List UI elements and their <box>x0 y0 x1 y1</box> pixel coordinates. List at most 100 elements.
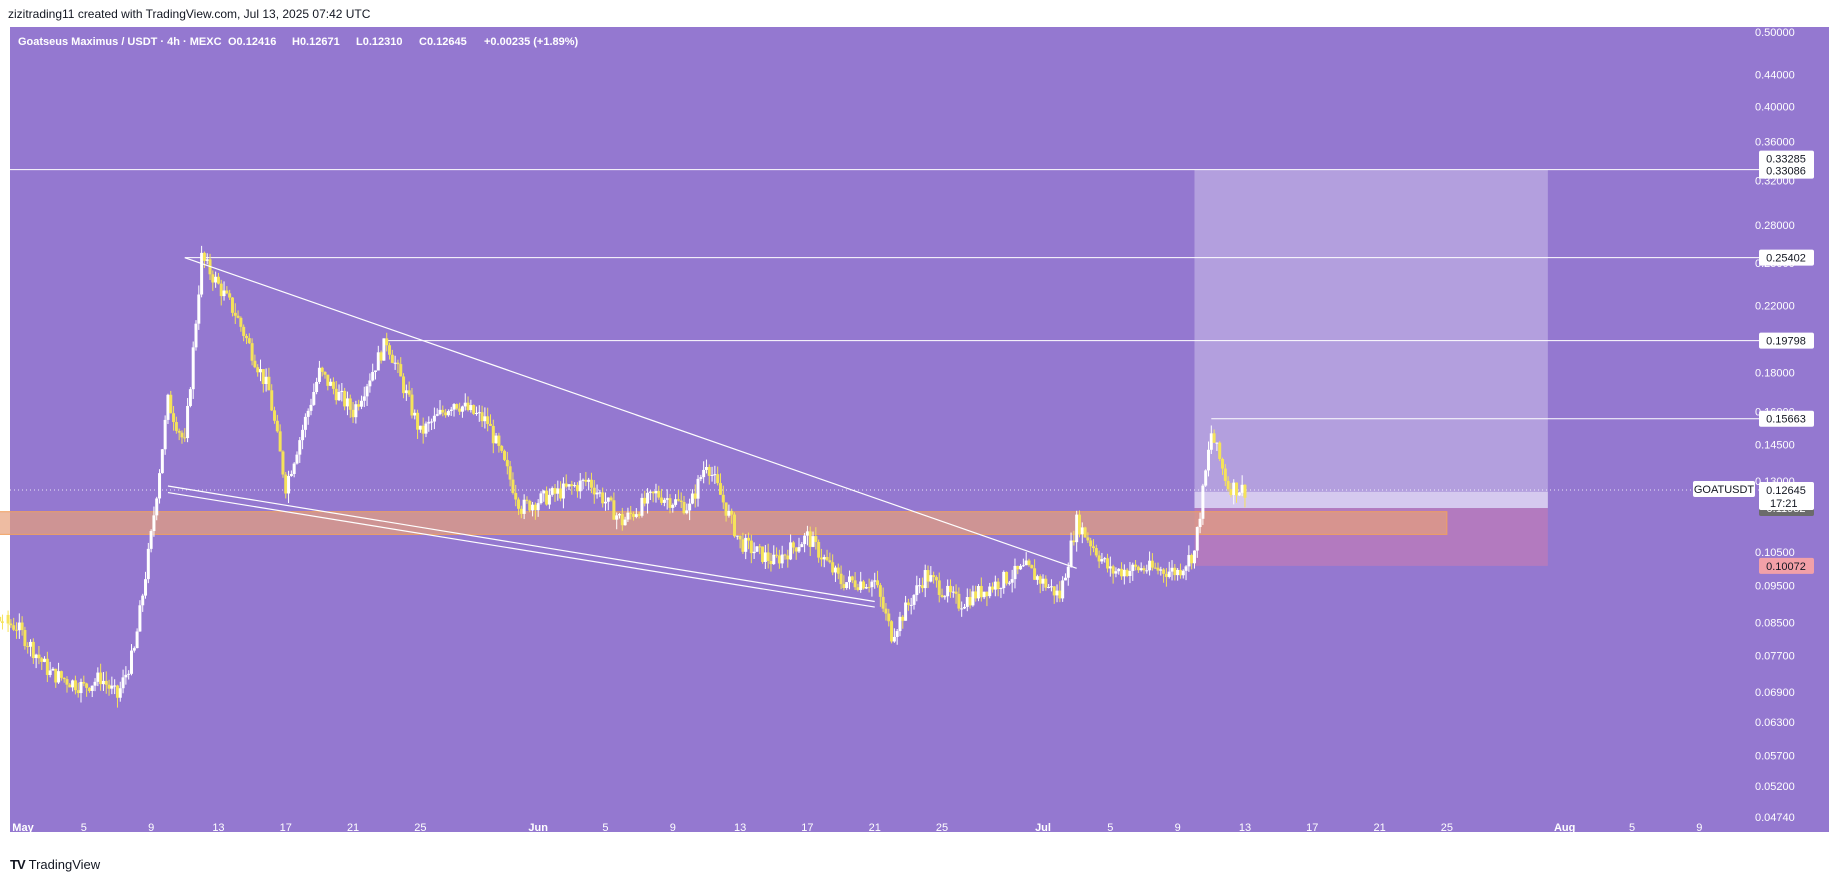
time-tick-label: Aug <box>1554 822 1575 834</box>
candle-body <box>1002 571 1006 589</box>
price-level-text: 0.19798 <box>1766 336 1806 348</box>
candle-body <box>906 602 910 606</box>
candle-body <box>528 500 532 511</box>
candle-body <box>825 557 829 561</box>
candle-body <box>124 674 128 678</box>
falling-wedge-lower-trendline[interactable] <box>167 485 875 603</box>
time-tick-label: 25 <box>1441 822 1453 834</box>
candle-body <box>1052 586 1056 596</box>
time-tick-label: 5 <box>81 822 87 834</box>
price-level-text: 0.25402 <box>1766 253 1806 265</box>
candle-body <box>962 606 966 609</box>
candle-body <box>474 413 478 415</box>
time-tick-label: 5 <box>1629 822 1635 834</box>
candle-body <box>264 376 268 385</box>
candle-body <box>1063 577 1067 581</box>
price-tick-label: 0.08500 <box>1755 617 1795 629</box>
candle-body <box>890 621 894 642</box>
candle-body <box>881 596 885 609</box>
candle-body <box>315 381 319 392</box>
candle-body <box>76 690 80 694</box>
candle-body <box>685 510 689 514</box>
candle-body <box>517 499 521 509</box>
candle-body <box>1083 527 1087 538</box>
tradingview-branding[interactable]: TV TradingView <box>10 857 100 872</box>
candle-body <box>54 668 58 683</box>
candle-body <box>1192 550 1196 564</box>
candle-body <box>1190 555 1194 564</box>
candle-body <box>948 585 952 593</box>
candle-body <box>146 548 150 580</box>
candle-body <box>974 591 978 599</box>
candle-body <box>1030 565 1034 569</box>
candle-body <box>483 416 487 422</box>
candle-body <box>396 362 400 365</box>
candle-body <box>144 579 148 596</box>
price-level-badge <box>1759 249 1814 266</box>
candle-body <box>808 531 812 547</box>
candle-body <box>632 514 636 517</box>
candle-body <box>721 494 725 503</box>
candle-body <box>404 390 408 394</box>
candle-body <box>152 515 156 532</box>
candle-body <box>1092 546 1095 549</box>
candle-body <box>244 335 248 339</box>
price-tick-label: 0.07700 <box>1755 650 1795 662</box>
candle-body <box>1016 565 1020 570</box>
candle-body <box>533 504 537 511</box>
candle-body <box>1148 560 1152 571</box>
candle-body <box>1156 567 1160 571</box>
candle-body <box>999 588 1003 590</box>
candle-body <box>587 479 591 482</box>
candle-body <box>228 293 232 298</box>
candle-body <box>211 274 215 283</box>
price-tick-label: 0.05700 <box>1755 751 1795 763</box>
candle-body <box>531 504 535 511</box>
candle-body <box>514 492 518 500</box>
candle-body <box>1044 578 1048 588</box>
candle-body <box>763 552 767 562</box>
candle-body <box>59 671 63 678</box>
falling-wedge-upper-trendline[interactable] <box>184 257 1077 569</box>
falling-wedge-lower-2-trendline[interactable] <box>167 491 875 608</box>
candle-body <box>374 370 377 372</box>
candle-body <box>822 557 826 560</box>
candle-body <box>556 488 560 494</box>
candle-body <box>1120 568 1124 577</box>
candle-body <box>73 680 77 691</box>
candle-body <box>954 591 958 594</box>
candle-body <box>940 594 944 597</box>
candle-body <box>477 412 481 414</box>
candle-body <box>505 459 509 467</box>
candle-body <box>236 315 240 318</box>
candle-body <box>329 381 333 386</box>
candle-body <box>416 412 420 430</box>
candle-body <box>222 290 226 297</box>
candle-body <box>1047 586 1051 588</box>
candle-body <box>418 425 422 430</box>
candle-body <box>615 515 619 520</box>
candle-body <box>326 374 330 386</box>
candle-body <box>141 595 145 606</box>
trendlines[interactable] <box>167 257 1077 608</box>
candle-body <box>592 487 596 495</box>
candle-body <box>662 499 666 503</box>
candle-body <box>657 490 661 498</box>
candle-body <box>1235 482 1239 496</box>
candle-body <box>929 575 933 582</box>
candle-body <box>57 671 61 683</box>
candle-body <box>284 474 288 494</box>
candle-body <box>584 479 588 482</box>
time-tick-label: Jun <box>528 822 548 834</box>
price-tick-label: 0.28000 <box>1755 220 1795 232</box>
candle-body <box>118 688 122 698</box>
candle-body <box>1089 540 1093 547</box>
candle-body <box>665 498 669 500</box>
candle-body <box>93 681 97 686</box>
candle-body <box>87 687 91 691</box>
candle-body <box>413 412 417 416</box>
candle-body <box>713 474 717 476</box>
candle-body <box>853 580 857 588</box>
